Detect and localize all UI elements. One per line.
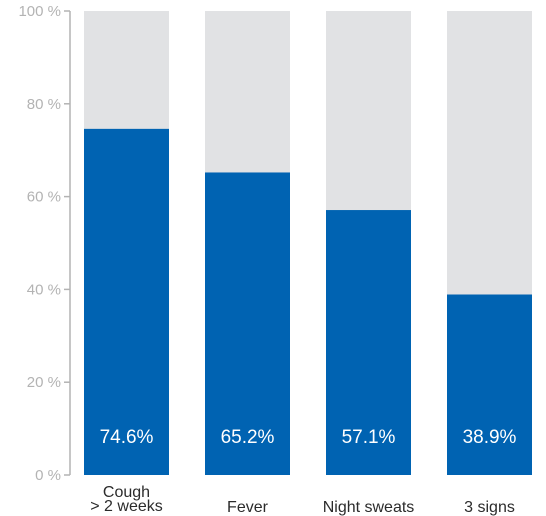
category-label: Night sweats xyxy=(323,499,415,516)
value-label: 65.2% xyxy=(221,427,275,448)
y-tick-label: 0 % xyxy=(35,467,61,484)
y-tick-label: 40 % xyxy=(27,281,61,298)
value-label: 74.6% xyxy=(100,427,154,448)
category-label-line: Fever xyxy=(227,499,269,516)
y-tick-label: 80 % xyxy=(27,96,61,113)
y-tick-label: 100 % xyxy=(18,3,61,20)
bar xyxy=(326,210,411,475)
y-tick-label: 60 % xyxy=(27,189,61,206)
labels: 74.6% Cough > 2 weeks 65.2% Fever 57.1% Night … xyxy=(90,427,516,516)
bar xyxy=(205,172,290,476)
category-label-line: 3 signs xyxy=(464,499,515,516)
category-label-line: Cough xyxy=(103,484,150,501)
category-label: 3 signs xyxy=(464,499,515,516)
value-label: 38.9% xyxy=(463,427,517,448)
category-label-line: Night sweats xyxy=(323,499,415,516)
category-label: Cough > 2 weeks xyxy=(90,484,162,515)
bar xyxy=(447,294,532,475)
value-label: 57.1% xyxy=(342,427,396,448)
bar xyxy=(84,128,169,475)
y-tick-label: 20 % xyxy=(27,374,61,391)
category-label-line: > 2 weeks xyxy=(90,498,162,515)
category-label: Fever xyxy=(227,499,269,516)
bars xyxy=(84,11,532,476)
y-axis: 0 % 20 % 40 % 60 % 80 % 100 % xyxy=(18,3,71,484)
